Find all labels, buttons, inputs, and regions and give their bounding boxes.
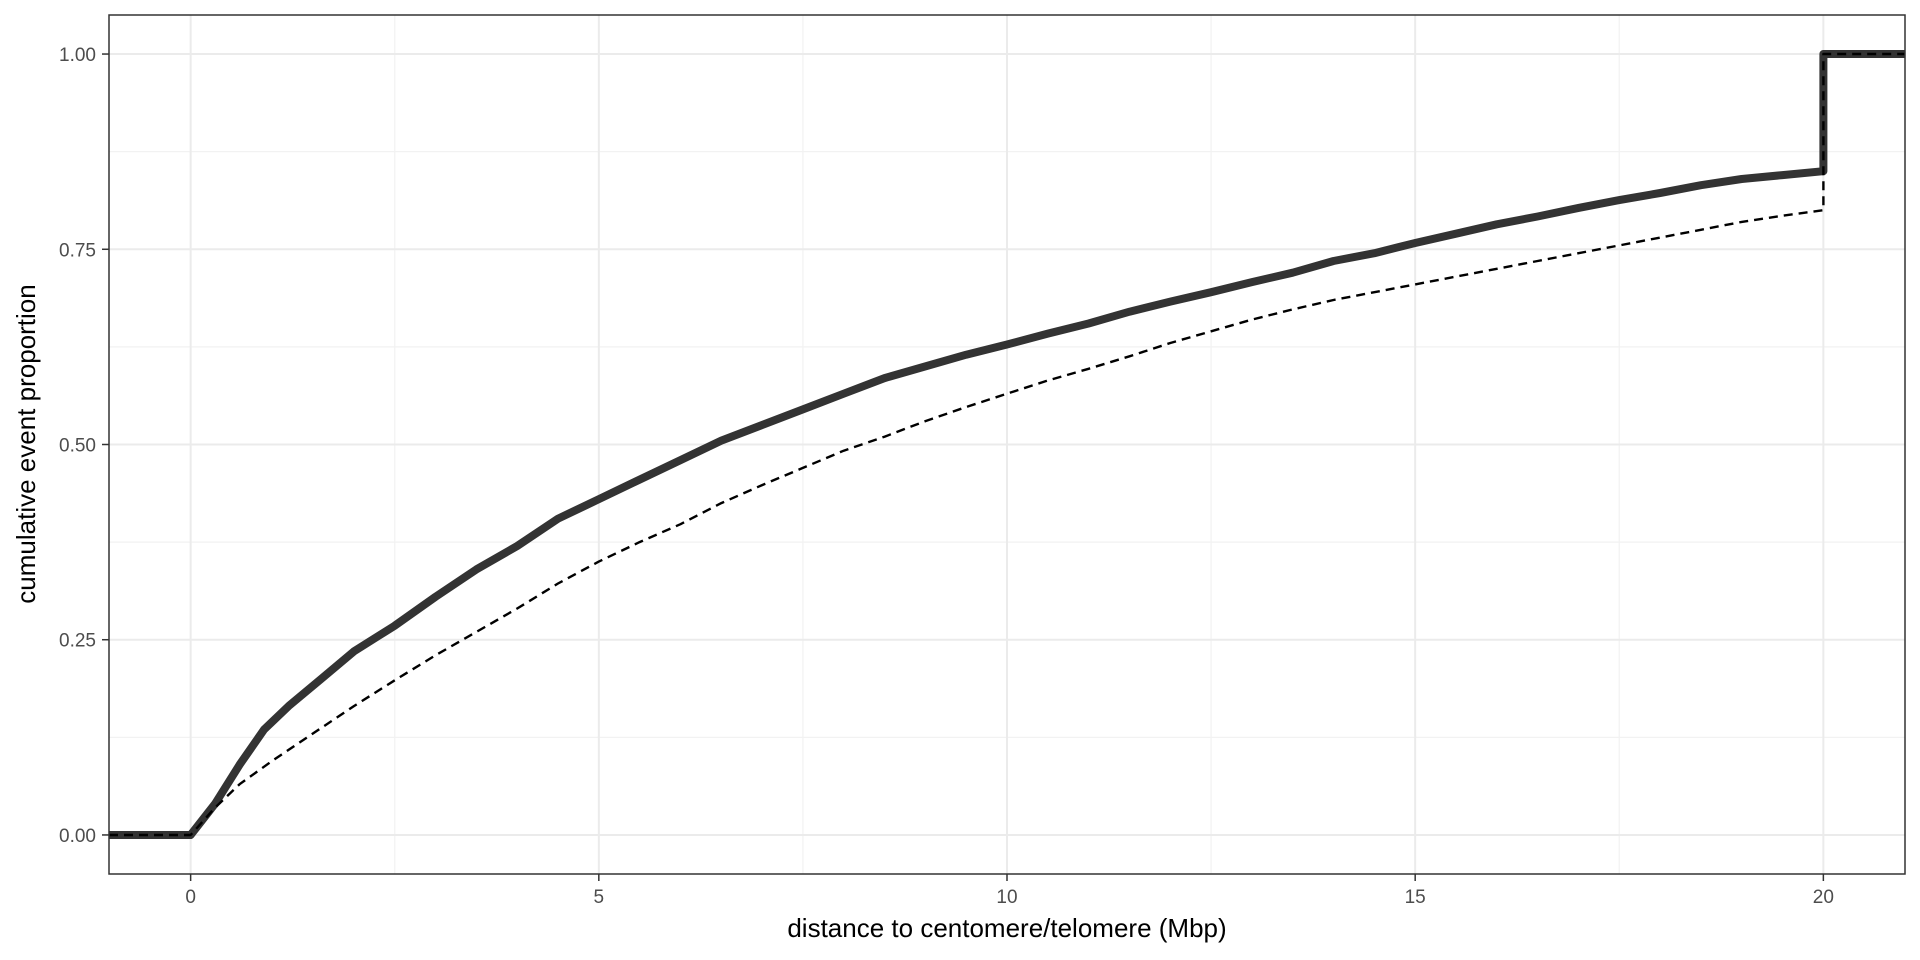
grid-major [109,15,1905,874]
series-layer [109,50,1905,839]
y-tick-label: 0.25 [59,631,96,652]
x-tick-label: 0 [185,887,196,908]
y-tick-label: 1.00 [59,45,96,66]
x-tick-label: 10 [996,887,1017,908]
x-tick-label: 5 [594,887,605,908]
y-axis-title: cumulative event proportion [11,284,41,603]
x-tick-label: 20 [1813,887,1834,908]
y-tick-label: 0.50 [59,436,96,457]
y-tick-label: 0.75 [59,240,96,261]
y-tick-label: 0.00 [59,826,96,847]
x-axis-title: distance to centomere/telomere (Mbp) [787,913,1226,943]
x-tick-label: 15 [1405,887,1426,908]
x-axis-ticks: 0 5 10 15 20 [185,874,1834,908]
series-line-solid [109,50,1905,839]
y-axis-ticks: 0.00 0.25 0.50 0.75 1.00 [59,45,109,847]
